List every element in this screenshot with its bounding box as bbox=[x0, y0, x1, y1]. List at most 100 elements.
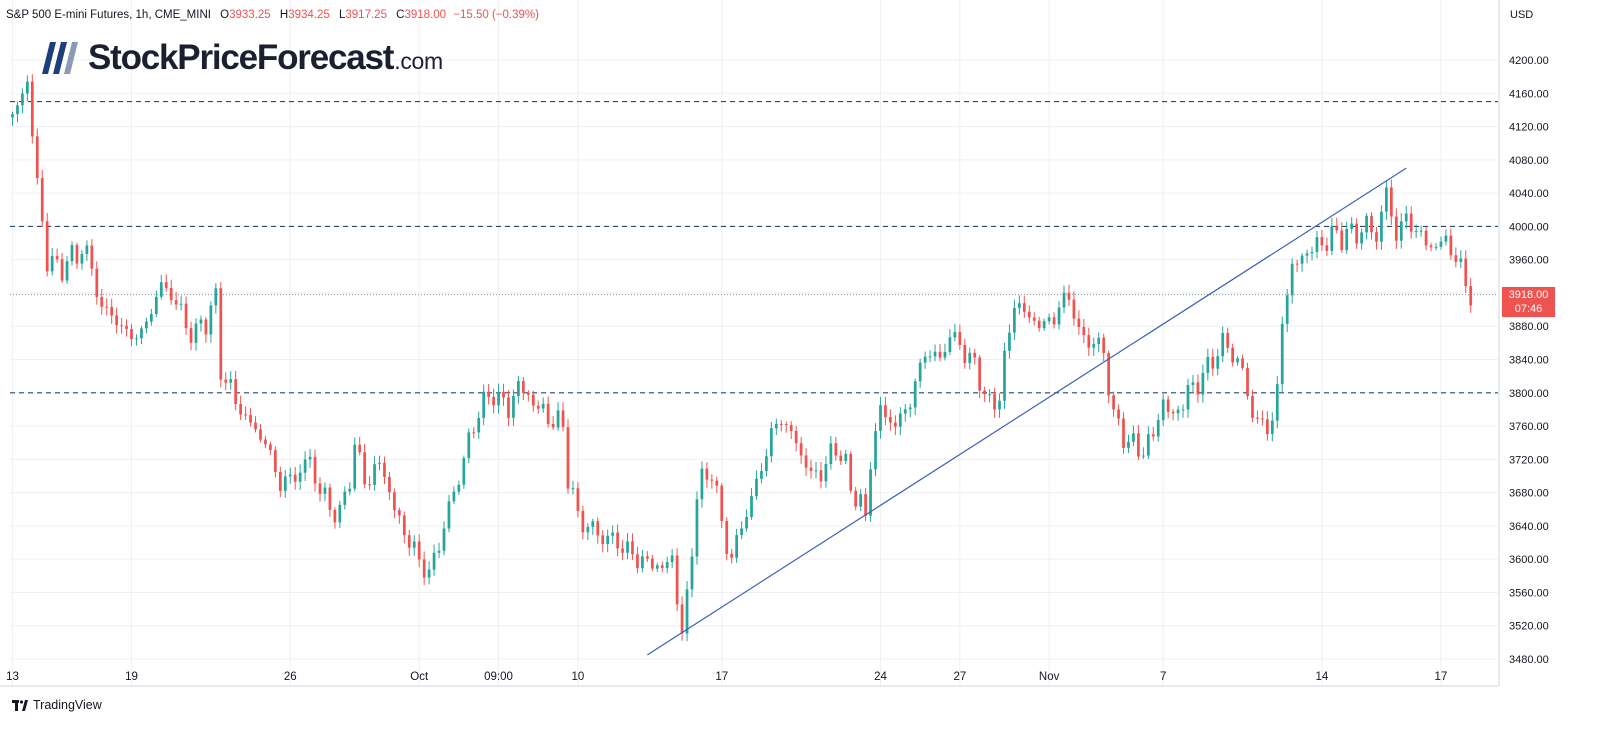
candle-body bbox=[1052, 317, 1056, 325]
candle-body bbox=[1429, 245, 1433, 248]
candle-body bbox=[497, 391, 500, 406]
candle-body bbox=[561, 410, 565, 428]
candle-body bbox=[551, 423, 555, 428]
candle-body bbox=[427, 569, 431, 578]
candle-body bbox=[779, 423, 783, 425]
candle-body bbox=[184, 303, 188, 329]
high-value: 3934.25 bbox=[288, 9, 330, 21]
tradingview-icon bbox=[12, 699, 28, 711]
last-price-tag: 3918.00 07:46 bbox=[1502, 287, 1555, 317]
low-label: L bbox=[338, 9, 346, 21]
candle-body bbox=[363, 452, 367, 485]
candle-body bbox=[194, 323, 198, 343]
candle-body bbox=[388, 477, 391, 493]
trendline-layer[interactable] bbox=[647, 167, 1407, 656]
currency-label[interactable]: USD bbox=[1510, 9, 1534, 21]
candle-body bbox=[224, 379, 228, 383]
candle-body bbox=[685, 589, 689, 634]
candle-body bbox=[526, 392, 530, 395]
candle-body bbox=[179, 303, 183, 305]
candle-body bbox=[869, 469, 872, 516]
price-axis[interactable]: 3480.00 3520.00 3560.00 3600.00 3640.00 3680.… bbox=[1509, 55, 1549, 666]
time-tick-label: 27 bbox=[953, 671, 966, 683]
candle-body bbox=[968, 352, 972, 364]
symbol-header[interactable]: S&P 500 E-mini Futures, 1h, CME_MINI O39… bbox=[6, 9, 539, 21]
candle-body bbox=[804, 455, 808, 468]
candle-body bbox=[482, 391, 486, 418]
candle-body bbox=[452, 491, 456, 502]
candle-body bbox=[923, 356, 927, 363]
candle-body bbox=[993, 394, 996, 410]
candle-body bbox=[432, 552, 436, 570]
candle-body bbox=[1439, 241, 1443, 247]
candle-body bbox=[928, 356, 932, 358]
candle-body bbox=[1464, 258, 1468, 287]
candle-body bbox=[353, 444, 357, 489]
candle-body bbox=[283, 476, 287, 491]
candle-body bbox=[591, 521, 595, 527]
candle-body bbox=[1270, 420, 1274, 435]
candle-body bbox=[1206, 356, 1210, 373]
candle-body bbox=[903, 409, 907, 414]
candle-body bbox=[45, 221, 49, 272]
candle-body bbox=[665, 562, 669, 568]
candle-body bbox=[264, 439, 267, 445]
candle-body bbox=[1310, 251, 1314, 254]
candle-body bbox=[348, 488, 352, 492]
price-tick-label: 4080.00 bbox=[1509, 155, 1549, 167]
candle-body bbox=[249, 415, 252, 423]
candle-body bbox=[50, 255, 54, 272]
candle-body bbox=[437, 550, 441, 553]
candle-body bbox=[1231, 347, 1235, 363]
time-tick-label: 26 bbox=[284, 671, 297, 683]
candle-body bbox=[1221, 332, 1225, 357]
candle-body bbox=[1176, 409, 1180, 414]
candle-body bbox=[308, 456, 312, 460]
candle-body bbox=[457, 484, 461, 492]
candle-body bbox=[1330, 226, 1334, 251]
candle-body bbox=[645, 556, 649, 559]
candle-body bbox=[814, 470, 818, 472]
price-tick-label: 3760.00 bbox=[1509, 421, 1549, 433]
candle-body bbox=[393, 492, 396, 511]
candle-body bbox=[864, 494, 867, 516]
time-axis[interactable]: 13 19 26 Oct 09:00 10 17 24 27 Nov 7 14 17 bbox=[6, 671, 1447, 683]
candle-body bbox=[958, 331, 962, 346]
candle-body bbox=[1161, 399, 1165, 421]
candle-body bbox=[1156, 420, 1160, 437]
candle-body bbox=[745, 517, 748, 529]
candle-body bbox=[1117, 409, 1120, 419]
price-tick-label: 3720.00 bbox=[1509, 454, 1549, 466]
candle-body bbox=[913, 381, 917, 408]
open-value: 3933.25 bbox=[229, 9, 271, 21]
candle-body bbox=[636, 554, 639, 569]
candle-body bbox=[988, 394, 991, 396]
candle-body bbox=[383, 462, 386, 478]
candle-body bbox=[244, 414, 247, 416]
bar-countdown: 07:46 bbox=[1514, 303, 1543, 315]
candle-body bbox=[1186, 384, 1190, 410]
candle-body bbox=[859, 494, 863, 507]
candle-body bbox=[844, 453, 848, 461]
price-tick-label: 3480.00 bbox=[1509, 654, 1549, 666]
tradingview-footer[interactable]: TradingView bbox=[12, 698, 102, 712]
symbol-title[interactable]: S&P 500 E-mini Futures, 1h, CME_MINI bbox=[6, 9, 211, 21]
time-tick-label: 09:00 bbox=[484, 671, 513, 683]
candle-body bbox=[1265, 419, 1269, 435]
price-tick-label: 3880.00 bbox=[1509, 321, 1549, 333]
candle-body bbox=[100, 296, 104, 307]
candle-body bbox=[566, 427, 570, 489]
candle-body bbox=[149, 314, 153, 322]
candle-body bbox=[621, 548, 624, 553]
candle-body bbox=[492, 396, 495, 406]
candle-body bbox=[115, 315, 119, 326]
trendline[interactable] bbox=[647, 167, 1407, 656]
candle-body bbox=[293, 474, 297, 482]
price-tick-label: 4200.00 bbox=[1509, 55, 1549, 67]
price-tick-label: 3800.00 bbox=[1509, 388, 1549, 400]
candle-body bbox=[616, 532, 619, 549]
candle-body bbox=[1389, 187, 1393, 217]
candle-body bbox=[60, 259, 64, 281]
